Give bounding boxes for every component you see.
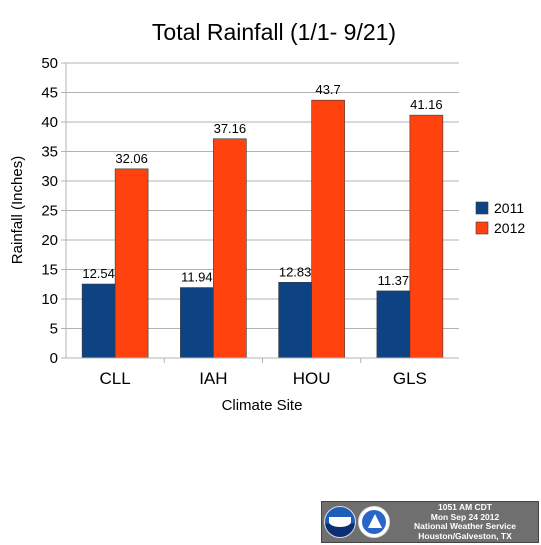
data-label: 11.94 — [181, 270, 213, 285]
legend: 2011 2012 — [475, 200, 525, 236]
nws-badge: 1051 AM CDT Mon Sep 24 2012 National Wea… — [321, 501, 539, 543]
x-axis-ticks: CLL IAH HOU GLS — [100, 358, 427, 388]
legend-swatch-2012 — [475, 221, 489, 235]
x-tick-label: HOU — [293, 369, 331, 388]
bar-2012-CLL — [114, 168, 149, 359]
data-label: 43.7 — [315, 82, 340, 97]
y-tick-label: 5 — [50, 321, 58, 338]
nws-logo — [358, 506, 390, 538]
y-tick-label: 0 — [50, 350, 58, 367]
bar-2011-GLS — [376, 290, 411, 359]
data-label: 32.06 — [115, 151, 148, 166]
y-tick-label: 20 — [41, 232, 58, 249]
bar-2012-HOU — [311, 99, 345, 359]
x-axis-label: Climate Site — [222, 397, 303, 414]
y-tick-label: 45 — [41, 85, 58, 102]
y-axis-ticks: 0 5 10 15 20 25 30 35 40 45 50 — [41, 55, 66, 367]
legend-swatch-2011 — [475, 201, 489, 215]
bar-2012-GLS — [409, 114, 444, 359]
bar-2011-IAH — [180, 287, 214, 359]
rainfall-chart: Total Rainfall (1/1- 9/21) 12.54 32.06 11.… — [9, 19, 525, 414]
y-tick-label: 30 — [41, 173, 58, 190]
y-tick-label: 25 — [41, 203, 58, 220]
y-tick-label: 10 — [41, 291, 58, 308]
x-tick-label: CLL — [100, 369, 131, 388]
bar-2011-HOU — [278, 282, 312, 359]
x-tick-label: IAH — [199, 369, 227, 388]
bars — [81, 99, 444, 359]
data-labels: 12.54 32.06 11.94 37.16 12.83 43.7 11.37 41.16 — [82, 82, 442, 288]
badge-text: 1051 AM CDT Mon Sep 24 2012 National Wea… — [392, 502, 538, 541]
badge-date: Mon Sep 24 2012 — [430, 511, 500, 522]
data-label: 41.16 — [410, 97, 443, 112]
badge-time: 1051 AM CDT — [437, 502, 492, 512]
x-tick-label: GLS — [393, 369, 427, 388]
legend-label: 2011 — [494, 200, 524, 216]
data-label: 37.16 — [214, 121, 247, 136]
y-axis-label: Rainfall (Inches) — [9, 156, 26, 264]
chart-title: Total Rainfall (1/1- 9/21) — [152, 19, 396, 45]
agency-logos — [322, 506, 392, 538]
data-label: 12.54 — [82, 266, 115, 281]
legend-label: 2012 — [494, 220, 525, 236]
y-tick-label: 40 — [41, 114, 58, 131]
y-tick-label: 15 — [41, 262, 58, 279]
data-label: 12.83 — [279, 264, 312, 279]
bar-2012-IAH — [213, 138, 247, 359]
y-tick-label: 35 — [41, 144, 58, 161]
data-label: 11.37 — [378, 273, 410, 288]
badge-office: National Weather Service — [414, 521, 516, 531]
noaa-logo — [324, 506, 356, 538]
badge-location: Houston/Galveston, TX — [418, 530, 512, 541]
y-tick-label: 50 — [41, 55, 58, 72]
bar-2011-CLL — [81, 283, 116, 359]
